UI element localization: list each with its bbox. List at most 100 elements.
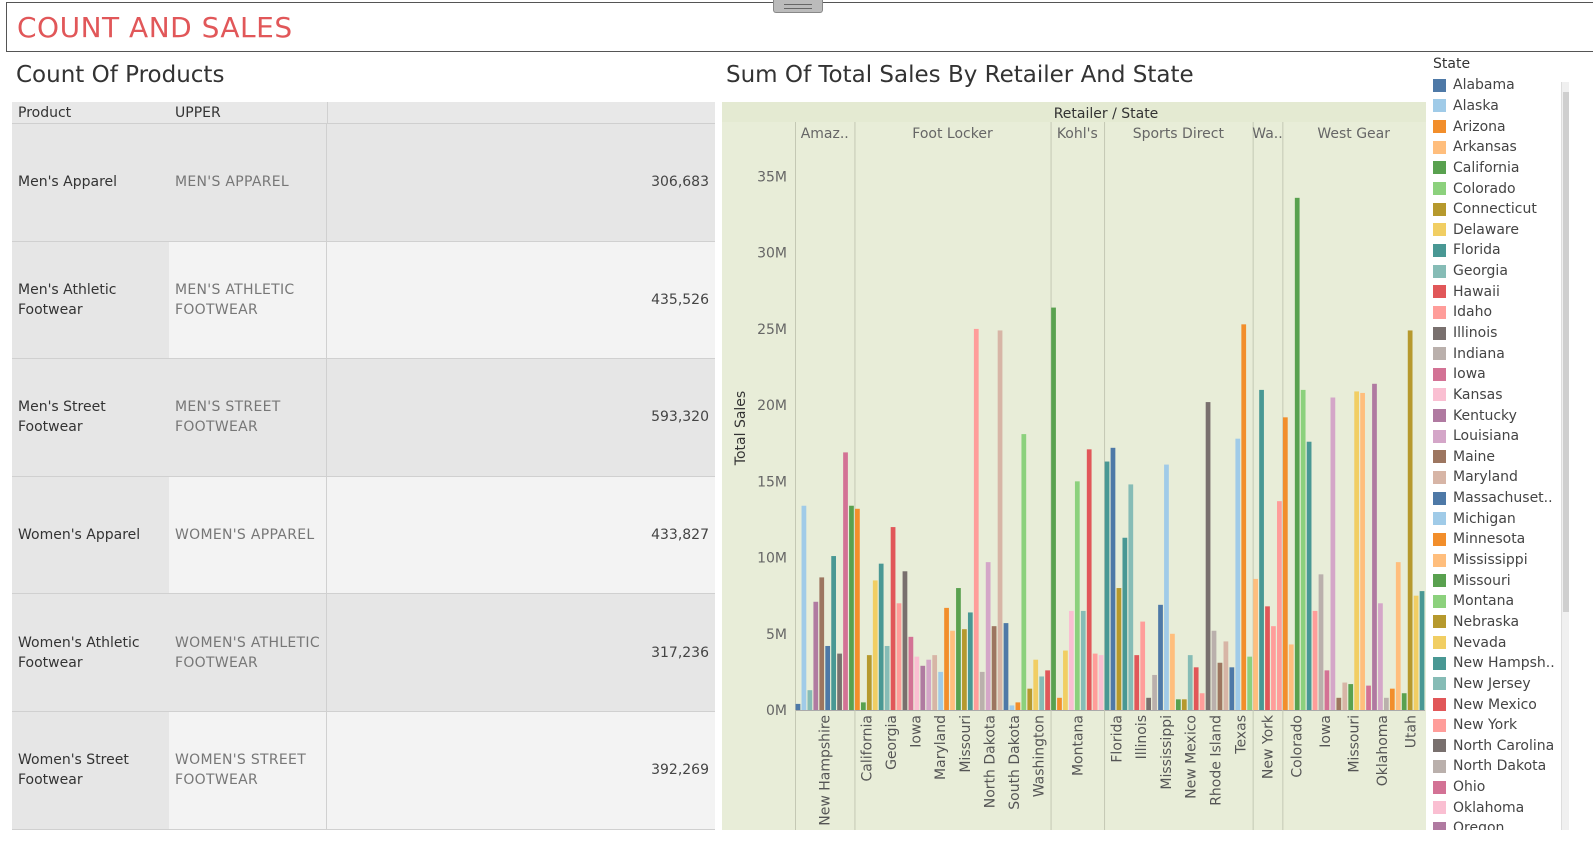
sales-bar (1199, 693, 1205, 710)
legend-label: New Jersey (1453, 675, 1531, 692)
legend-item[interactable]: Colorado (1433, 178, 1563, 199)
legend-item[interactable]: Idaho (1433, 302, 1563, 323)
sales-bar (1003, 623, 1009, 710)
legend-item[interactable]: Kansas (1433, 385, 1563, 406)
sales-bar (1134, 655, 1140, 710)
sales-bar (872, 580, 878, 710)
sales-bar (1271, 626, 1276, 710)
legend-item[interactable]: Delaware (1433, 219, 1563, 240)
sales-bar (1074, 481, 1080, 710)
sales-bar (985, 562, 991, 710)
legend-item[interactable]: New Hampsh.. (1433, 653, 1563, 674)
legend-item[interactable]: Arkansas (1433, 137, 1563, 158)
legend-item[interactable]: Minnesota (1433, 529, 1563, 550)
legend-item[interactable]: Arizona (1433, 116, 1563, 137)
sales-bar (938, 671, 943, 710)
sales-bar (1282, 417, 1288, 710)
legend-item[interactable]: Michigan (1433, 508, 1563, 529)
sales-bar-chart: Retailer / State Total Sales 0M 5M 10M 15M 20M… (722, 102, 1426, 830)
sales-bar (1360, 392, 1365, 710)
legend-item[interactable]: New Jersey (1433, 674, 1563, 695)
legend-item[interactable]: North Carolina (1433, 736, 1563, 757)
column-header-value (327, 102, 715, 124)
legend-item[interactable]: Illinois (1433, 323, 1563, 344)
sales-bar (1366, 685, 1371, 710)
legend-item[interactable]: Connecticut (1433, 199, 1563, 220)
y-tick-label: 25M (757, 322, 787, 338)
sales-bar (1116, 588, 1122, 710)
table-row[interactable]: Men's Street Footwear MEN'S STREET FOOTWE… (12, 359, 715, 477)
legend-item[interactable]: Oklahoma (1433, 797, 1563, 818)
legend-label: Connecticut (1453, 201, 1537, 218)
legend-item[interactable]: Missouri (1433, 570, 1563, 591)
legend-item[interactable]: Montana (1433, 591, 1563, 612)
legend-item[interactable]: Maryland (1433, 467, 1563, 488)
resize-grip-icon[interactable] (773, 0, 823, 13)
legend-item[interactable]: Georgia (1433, 261, 1563, 282)
y-tick-label: 30M (757, 246, 787, 262)
legend-swatch (1433, 759, 1446, 773)
x-tick-label: Oklahoma (1375, 715, 1391, 786)
x-tick-label: Texas (1233, 715, 1249, 755)
legend-item[interactable]: Florida (1433, 240, 1563, 261)
legend-label: Illinois (1453, 325, 1498, 341)
legend-item[interactable]: New Mexico (1433, 694, 1563, 715)
legend-item[interactable]: Oregon (1433, 818, 1563, 830)
chart-header-band (722, 102, 1426, 122)
legend-label: Nebraska (1453, 613, 1520, 630)
legend-item[interactable]: Louisiana (1433, 426, 1563, 447)
legend-item[interactable]: Mississippi (1433, 550, 1563, 571)
sales-bar (843, 452, 848, 710)
sales-sheet-title: Sum Of Total Sales By Retailer And State (726, 62, 1194, 88)
legend-swatch (1433, 636, 1446, 650)
legend-item[interactable]: Kentucky (1433, 405, 1563, 426)
sales-bar (944, 607, 949, 710)
sales-bar (1336, 697, 1342, 710)
legend-item[interactable]: North Dakota (1433, 756, 1563, 777)
legend-swatch (1433, 223, 1446, 237)
table-row[interactable]: Women's Apparel WOMEN'S APPAREL 433,827 (12, 476, 715, 595)
legend-item[interactable]: New York (1433, 715, 1563, 736)
upper-cell: WOMEN'S STREET FOOTWEAR (169, 712, 327, 829)
legend-item[interactable]: Maine (1433, 447, 1563, 468)
table-row[interactable]: Men's Athletic Footwear MEN'S ATHLETIC FO… (12, 241, 715, 360)
table-row[interactable]: Women's Athletic Footwear WOMEN'S ATHLETI… (12, 594, 715, 712)
sales-bar (1419, 591, 1425, 710)
sales-bar (1348, 684, 1354, 710)
sales-bar (1372, 383, 1377, 710)
sales-bar (1211, 630, 1217, 710)
sales-bar (1175, 699, 1181, 710)
sales-bar (1170, 633, 1175, 710)
legend-item[interactable]: Nevada (1433, 632, 1563, 653)
legend-item[interactable]: Massachuset.. (1433, 488, 1563, 509)
legend-swatch (1433, 821, 1446, 830)
legend-swatch (1433, 202, 1446, 216)
legend-item[interactable]: Hawaii (1433, 281, 1563, 302)
product-count-table: Product UPPER Men's Apparel MEN'S APPAREL… (12, 102, 715, 830)
legend-item[interactable]: Alaska (1433, 96, 1563, 117)
legend-label: Minnesota (1453, 531, 1526, 548)
legend-item[interactable]: Iowa (1433, 364, 1563, 385)
legend-swatch (1433, 326, 1446, 340)
sales-bar (1312, 610, 1318, 710)
sales-bar (908, 636, 914, 710)
scroll-thumb[interactable] (1563, 92, 1569, 612)
legend-scrollbar[interactable] (1561, 82, 1569, 830)
sales-bar (1300, 389, 1306, 710)
legend-label: North Carolina (1453, 737, 1555, 754)
table-row[interactable]: Women's Street Footwear WOMEN'S STREET FO… (12, 712, 715, 830)
x-tick-label: Iowa (1318, 715, 1334, 748)
legend-item[interactable]: Alabama (1433, 75, 1563, 96)
column-header-upper[interactable]: UPPER (169, 102, 327, 124)
table-row[interactable]: Men's Apparel MEN'S APPAREL 306,683 (12, 124, 715, 242)
sales-bar (902, 571, 908, 710)
upper-cell: WOMEN'S ATHLETIC FOOTWEAR (169, 594, 327, 711)
legend-item[interactable]: Indiana (1433, 343, 1563, 364)
legend-item[interactable]: California (1433, 158, 1563, 179)
legend-item[interactable]: Nebraska (1433, 612, 1563, 633)
sales-bar (956, 588, 961, 710)
legend-label: Maine (1453, 448, 1496, 465)
sales-bar (1181, 699, 1187, 710)
column-header-product[interactable]: Product (12, 102, 169, 124)
legend-item[interactable]: Ohio (1433, 777, 1563, 798)
